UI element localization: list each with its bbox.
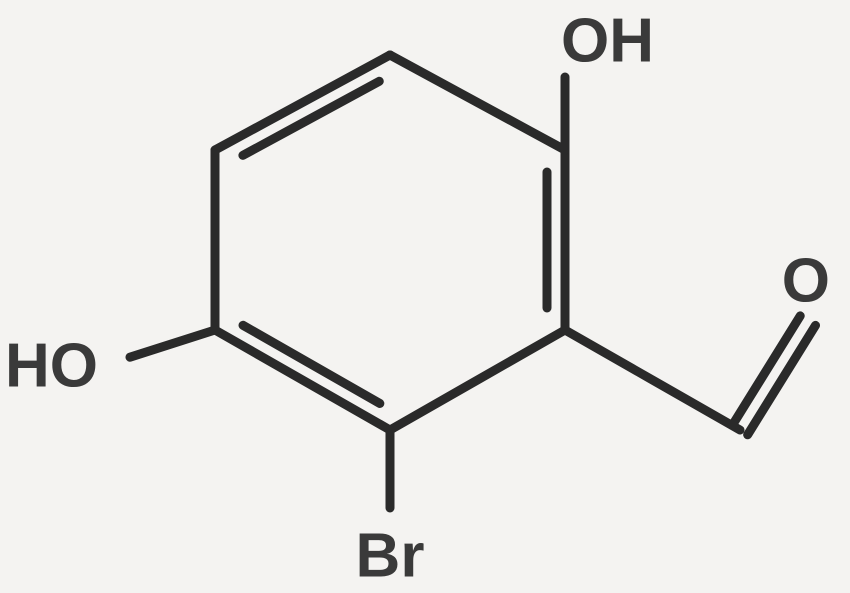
molecule-diagram: Br O OH HO <box>0 0 850 593</box>
bond <box>390 55 565 150</box>
atom-label-br: Br <box>356 521 425 590</box>
bond <box>390 330 565 430</box>
atom-label-oal: O <box>782 246 830 315</box>
bond <box>130 330 215 357</box>
bond <box>243 81 379 155</box>
bond <box>215 55 390 150</box>
atom-label-oh1: OH <box>561 6 654 75</box>
bond <box>565 330 740 430</box>
bond <box>215 330 390 430</box>
bond <box>243 325 380 403</box>
atom-label-oh2: HO <box>5 331 98 400</box>
